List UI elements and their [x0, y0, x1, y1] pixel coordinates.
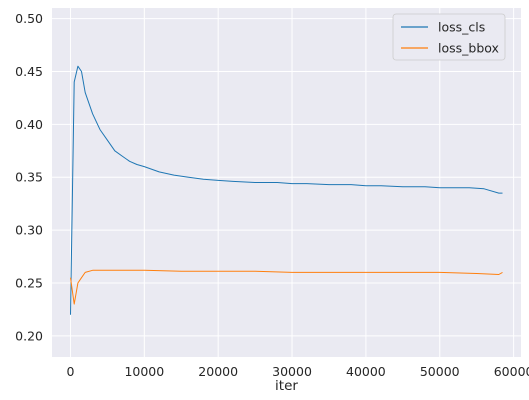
- y-tick-label: 0.20: [15, 328, 43, 343]
- legend-label: loss_cls: [438, 20, 485, 35]
- x-tick-label: 0: [66, 364, 74, 379]
- series-line-loss-cls: [70, 65, 503, 315]
- legend-label: loss_bbox: [438, 41, 499, 56]
- series-line-loss-bbox: [70, 269, 503, 305]
- y-tick-label: 0.35: [15, 170, 43, 185]
- y-tick-label: 0.25: [15, 275, 43, 290]
- y-tick-label: 0.45: [15, 64, 43, 79]
- grid: [52, 8, 521, 357]
- y-tick-label: 0.50: [15, 11, 43, 26]
- series-lines: [70, 65, 503, 315]
- plot-background: [52, 8, 521, 357]
- x-tick-label: 40000: [346, 364, 386, 379]
- y-tick-label: 0.30: [15, 223, 43, 238]
- x-tick-label: 10000: [124, 364, 164, 379]
- x-axis-label: iter: [275, 378, 298, 394]
- x-tick-label: 50000: [420, 364, 460, 379]
- legend: loss_cls loss_bbox: [392, 13, 506, 61]
- x-tick-label: 30000: [272, 364, 312, 379]
- y-tick-label: 0.40: [15, 117, 43, 132]
- x-tick-label: 20000: [198, 364, 238, 379]
